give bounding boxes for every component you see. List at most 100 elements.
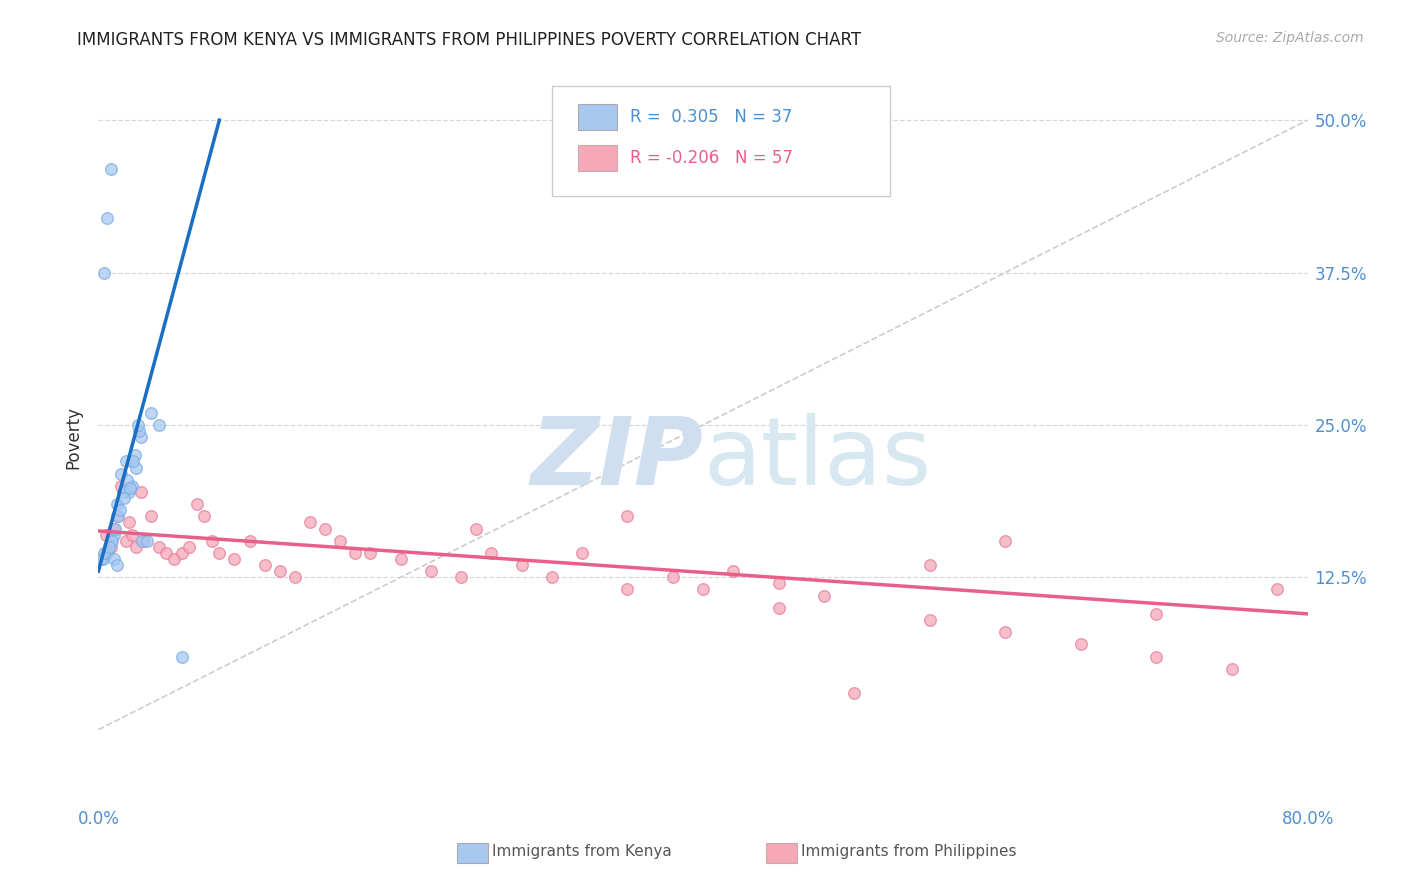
Point <box>121 527 143 541</box>
Point <box>91 552 114 566</box>
Point <box>616 509 638 524</box>
Point <box>108 503 131 517</box>
Point <box>103 552 125 566</box>
Point <box>100 540 122 554</box>
Point <box>661 570 683 584</box>
Point <box>115 473 138 487</box>
Point <box>110 467 132 481</box>
Point <box>100 161 122 176</box>
Point <box>125 460 148 475</box>
Point <box>94 527 117 541</box>
Point <box>132 533 155 548</box>
Point <box>723 564 745 578</box>
Point <box>186 497 208 511</box>
Point <box>141 406 163 420</box>
Point <box>179 540 201 554</box>
Point <box>284 570 307 584</box>
Point <box>344 546 367 560</box>
Point <box>193 509 215 524</box>
Point <box>1220 662 1243 676</box>
Point <box>105 558 128 573</box>
Point <box>692 582 714 597</box>
Point <box>120 481 142 495</box>
Text: atlas: atlas <box>703 413 931 505</box>
Point <box>96 211 118 225</box>
Point <box>994 625 1017 640</box>
FancyBboxPatch shape <box>551 86 890 195</box>
Point <box>105 497 128 511</box>
FancyBboxPatch shape <box>578 103 617 130</box>
Point <box>163 552 186 566</box>
Point <box>93 546 115 560</box>
Point <box>1144 649 1167 664</box>
Point <box>994 533 1017 548</box>
Point <box>129 430 152 444</box>
Point <box>510 558 533 573</box>
Point <box>118 485 141 500</box>
Point <box>135 533 157 548</box>
Point <box>540 570 562 584</box>
Point <box>104 521 127 535</box>
Point <box>103 521 125 535</box>
Point <box>389 552 412 566</box>
Point <box>768 576 790 591</box>
Point <box>131 533 153 548</box>
Point <box>170 649 193 664</box>
Point <box>127 417 149 432</box>
Point <box>125 540 148 554</box>
Point <box>918 558 941 573</box>
Point <box>1070 637 1092 651</box>
Y-axis label: Poverty: Poverty <box>65 406 83 468</box>
Point <box>129 485 152 500</box>
Point <box>844 686 866 700</box>
Point <box>122 454 145 468</box>
Point <box>481 546 503 560</box>
Point <box>103 527 125 541</box>
Point <box>201 533 224 548</box>
Point <box>124 448 146 462</box>
Point <box>768 600 790 615</box>
Point <box>114 533 136 548</box>
Point <box>105 509 128 524</box>
Point <box>98 540 121 554</box>
Point <box>253 558 276 573</box>
Point <box>918 613 941 627</box>
Point <box>141 509 163 524</box>
Point <box>813 589 835 603</box>
Text: R =  0.305   N = 37: R = 0.305 N = 37 <box>630 108 793 126</box>
Point <box>121 479 143 493</box>
Point <box>224 552 246 566</box>
Point <box>94 546 117 560</box>
Text: R = -0.206   N = 57: R = -0.206 N = 57 <box>630 149 793 167</box>
Point <box>299 516 322 530</box>
Text: Immigrants from Kenya: Immigrants from Kenya <box>492 845 672 859</box>
Point <box>148 540 170 554</box>
Point <box>90 552 112 566</box>
Point <box>420 564 443 578</box>
Point <box>571 546 593 560</box>
Point <box>101 533 124 548</box>
Point <box>269 564 291 578</box>
Point <box>616 582 638 597</box>
Point <box>155 546 177 560</box>
Point <box>239 533 262 548</box>
Point <box>118 516 141 530</box>
Point <box>450 570 472 584</box>
Point <box>314 521 336 535</box>
FancyBboxPatch shape <box>578 145 617 171</box>
Text: Immigrants from Philippines: Immigrants from Philippines <box>801 845 1017 859</box>
Point <box>93 266 115 280</box>
Point <box>170 546 193 560</box>
Text: Source: ZipAtlas.com: Source: ZipAtlas.com <box>1216 31 1364 45</box>
Point <box>114 454 136 468</box>
Point <box>1267 582 1289 597</box>
Point <box>360 546 382 560</box>
Point <box>100 533 122 548</box>
Point <box>1144 607 1167 621</box>
Point <box>96 546 118 560</box>
Point <box>111 485 134 500</box>
Point <box>465 521 488 535</box>
Point <box>329 533 352 548</box>
Point <box>208 546 231 560</box>
Text: IMMIGRANTS FROM KENYA VS IMMIGRANTS FROM PHILIPPINES POVERTY CORRELATION CHART: IMMIGRANTS FROM KENYA VS IMMIGRANTS FROM… <box>77 31 862 49</box>
